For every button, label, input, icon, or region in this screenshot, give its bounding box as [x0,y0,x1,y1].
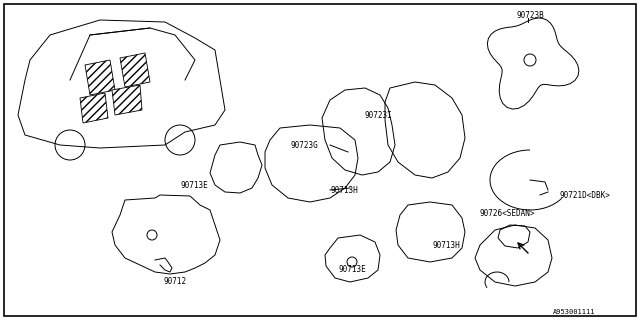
Polygon shape [80,93,108,123]
Polygon shape [85,60,115,95]
Text: 90713H: 90713H [330,186,358,195]
Text: 90713H: 90713H [432,241,460,250]
Text: 90723I: 90723I [364,110,392,119]
Text: 90726<SEDAN>: 90726<SEDAN> [479,209,535,218]
Text: 90723B: 90723B [516,11,544,20]
Text: A953001111: A953001111 [552,309,595,315]
Polygon shape [120,53,150,87]
Text: 90713E: 90713E [338,266,366,275]
Text: 90713E: 90713E [180,180,208,189]
Text: 90723G: 90723G [291,140,318,149]
Text: 90712: 90712 [163,277,187,286]
Text: 90721D<DBK>: 90721D<DBK> [560,190,611,199]
Polygon shape [112,85,142,115]
FancyBboxPatch shape [4,4,636,316]
